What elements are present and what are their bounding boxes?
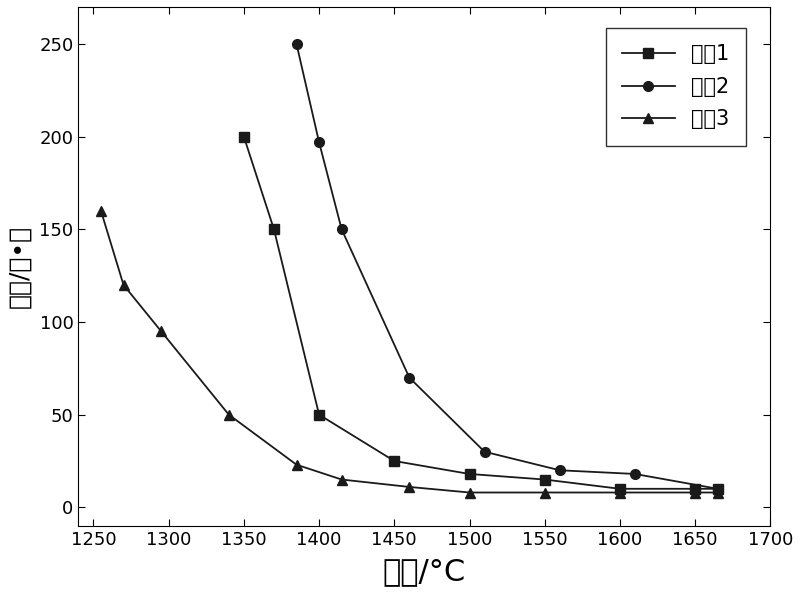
样品1: [713, 485, 722, 492]
样品3: [292, 461, 302, 468]
样品2: [405, 374, 414, 381]
样品3: [224, 411, 234, 418]
Legend: 样品1, 样品2, 样品3: 样品1, 样品2, 样品3: [606, 28, 746, 146]
样品2: [555, 467, 565, 474]
样品1: [615, 485, 625, 492]
样品3: [337, 476, 346, 483]
样品1: [690, 485, 700, 492]
样品1: [314, 411, 324, 418]
样品1: [465, 470, 474, 477]
样品1: [540, 476, 550, 483]
样品3: [690, 489, 700, 496]
样品3: [615, 489, 625, 496]
X-axis label: 温度/°C: 温度/°C: [382, 557, 466, 586]
样品2: [713, 485, 722, 492]
样品3: [405, 483, 414, 490]
样品1: [390, 457, 399, 464]
样品3: [156, 328, 166, 335]
样品3: [713, 489, 722, 496]
样品2: [480, 448, 490, 455]
样品3: [118, 281, 128, 288]
样品2: [630, 470, 640, 477]
样品1: [239, 133, 249, 140]
Line: 样品3: 样品3: [96, 206, 722, 498]
Line: 样品1: 样品1: [239, 132, 722, 493]
样品3: [465, 489, 474, 496]
样品3: [96, 207, 106, 214]
Y-axis label: 粘度/帕•秒: 粘度/帕•秒: [7, 225, 31, 308]
样品1: [269, 226, 278, 233]
样品2: [314, 139, 324, 146]
样品3: [540, 489, 550, 496]
Line: 样品2: 样品2: [292, 39, 722, 493]
样品2: [337, 226, 346, 233]
样品2: [292, 40, 302, 47]
